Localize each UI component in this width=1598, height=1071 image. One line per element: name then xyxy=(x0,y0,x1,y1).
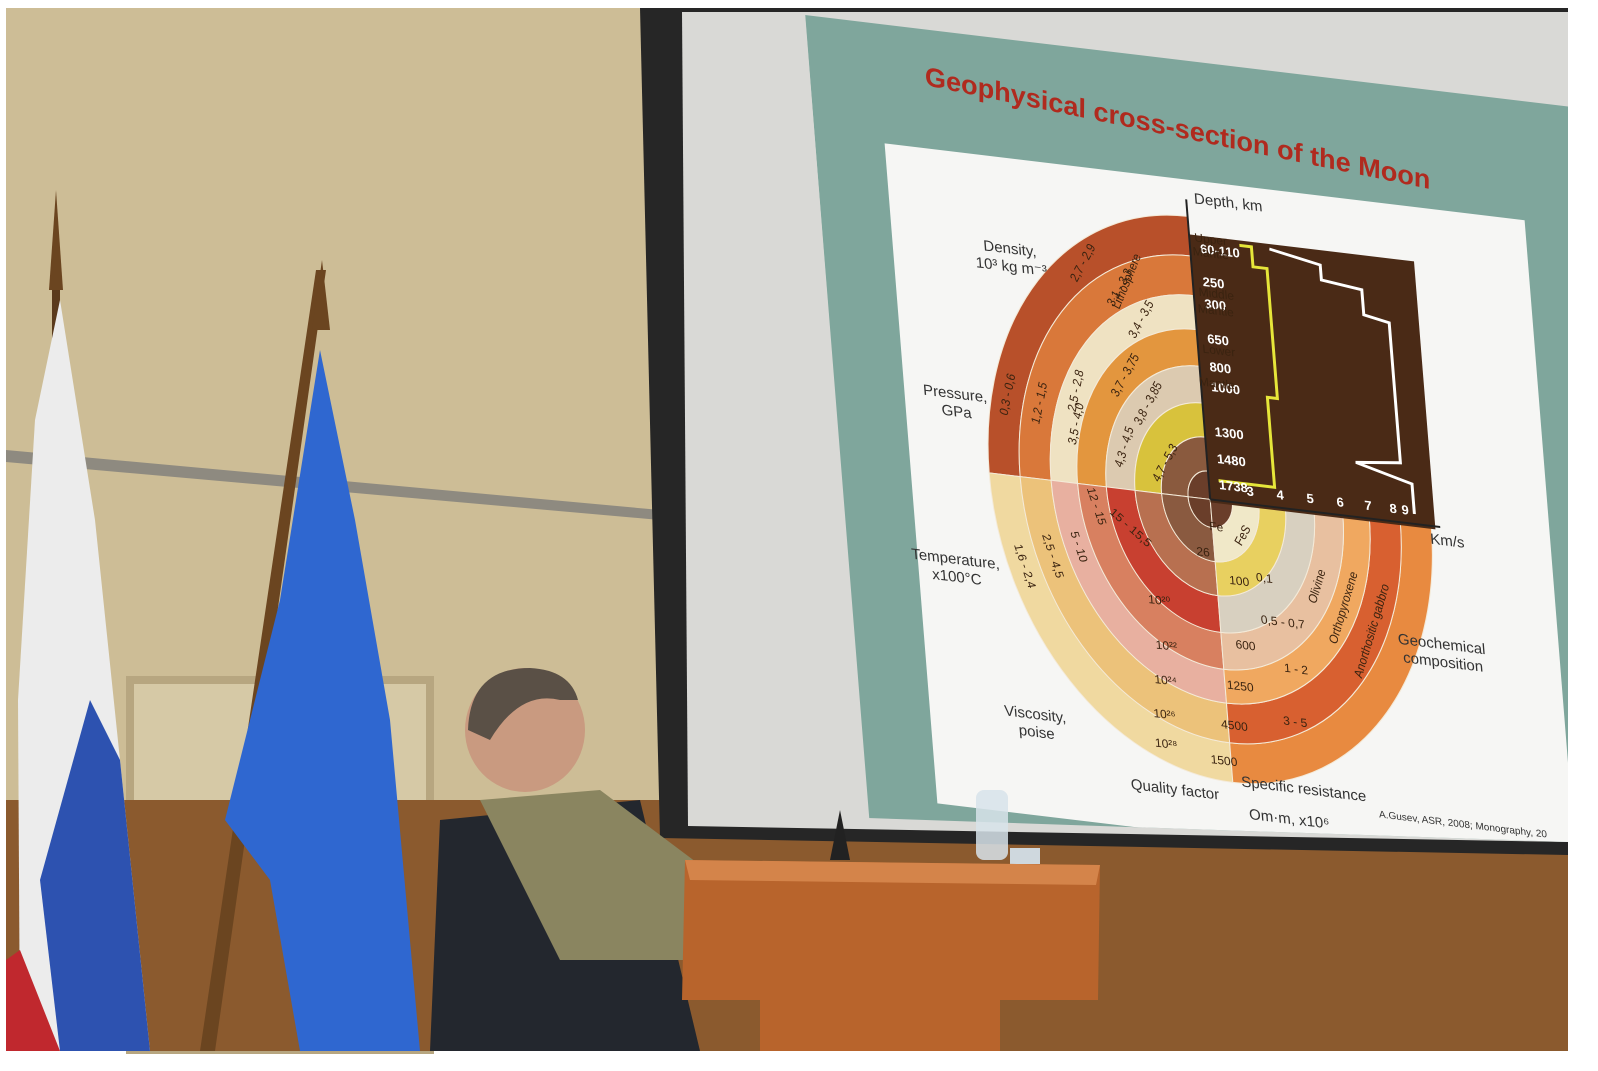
velocity-label: 8 xyxy=(1389,501,1397,517)
ring-label: 10²⁴ xyxy=(1154,672,1178,689)
velocity-label: 3 xyxy=(1246,483,1254,499)
slide: Geophysical cross-section of the Moon De… xyxy=(805,15,1598,941)
velocity-label: 7 xyxy=(1364,498,1372,514)
bottle xyxy=(976,790,1008,860)
ring-label: 100 xyxy=(1229,573,1250,589)
ring-label: 0,1 xyxy=(1255,570,1273,586)
photo: Geophysical cross-section of the Moon De… xyxy=(0,0,1598,1071)
ring-label: 10²⁰ xyxy=(1148,592,1171,609)
ring-label: 26 xyxy=(1196,544,1211,560)
slide-area: Geophysical cross-section of the Moon De… xyxy=(805,15,1598,941)
depth-label: 800 xyxy=(1209,359,1232,377)
ring-label: 10²⁸ xyxy=(1154,736,1177,753)
ring-label: 600 xyxy=(1235,637,1256,653)
velocity-label: 6 xyxy=(1336,494,1344,510)
ring-label: Fe xyxy=(1209,519,1224,535)
glass xyxy=(1010,848,1040,864)
ring-label: 10²⁶ xyxy=(1153,706,1176,723)
ring-label: 10²² xyxy=(1155,638,1177,654)
velocity-label: 5 xyxy=(1306,491,1314,507)
velocity-label: 9 xyxy=(1401,502,1409,518)
